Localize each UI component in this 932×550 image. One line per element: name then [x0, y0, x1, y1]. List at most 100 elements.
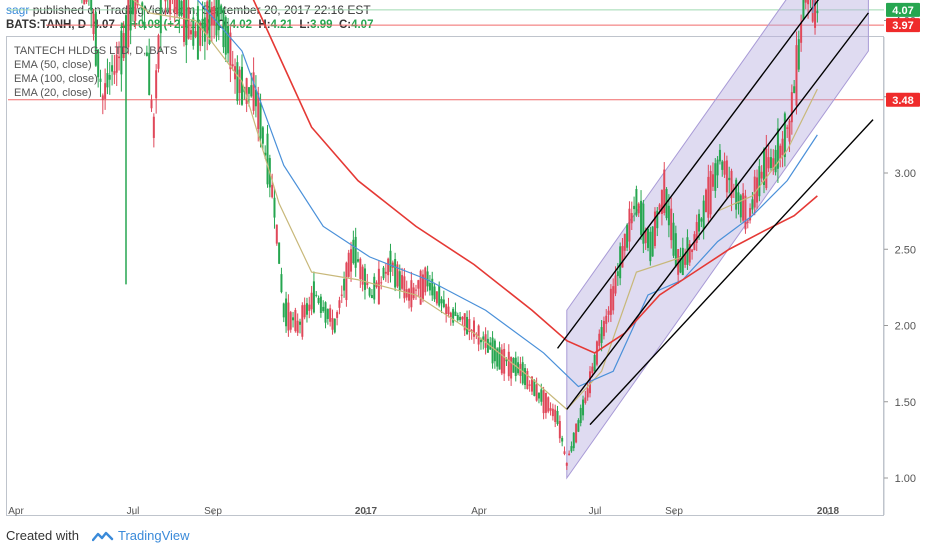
candle-body	[236, 62, 239, 101]
candle-body	[605, 315, 608, 324]
candle-body	[310, 292, 313, 310]
candle-body	[725, 160, 728, 193]
x-tick-label: Apr	[471, 506, 487, 517]
candle-body	[421, 274, 424, 300]
candle-body	[83, 0, 86, 5]
candle-body	[510, 356, 513, 379]
y-tick-label: 1.00	[895, 473, 916, 485]
candle-body	[199, 23, 202, 46]
tradingview-link[interactable]: TradingView	[118, 528, 190, 543]
candle-body	[744, 195, 747, 230]
x-tick-label: Jul	[589, 506, 602, 517]
candle-body	[143, 21, 146, 28]
candle-body	[718, 149, 721, 162]
candle-body	[104, 83, 107, 99]
candle-body	[737, 192, 740, 205]
candle-body	[131, 0, 134, 15]
candle-body	[746, 221, 749, 223]
candle-body	[547, 397, 550, 412]
candle-body	[113, 71, 116, 75]
candle-body	[208, 0, 211, 44]
candle-body	[415, 289, 417, 291]
candle-body	[343, 279, 346, 291]
candle-body	[709, 170, 712, 215]
candle-body	[454, 311, 457, 316]
candle-body	[206, 1, 209, 34]
candle-body	[224, 17, 227, 55]
candle-body	[568, 453, 571, 456]
candle-body	[463, 313, 466, 331]
candle-body	[366, 281, 369, 286]
candle-body	[459, 316, 462, 321]
legend-ema20[interactable]: EMA (20, close)	[14, 87, 92, 99]
candle-body	[352, 239, 355, 264]
candle-body	[350, 249, 353, 272]
candle-body	[296, 320, 299, 333]
candle-body	[396, 264, 399, 287]
price-label-text: 3.48	[892, 95, 913, 107]
candle-body	[563, 451, 566, 454]
candle-body	[405, 289, 408, 298]
candle-body	[435, 291, 438, 304]
trend-line	[566, 12, 869, 410]
candle-body	[716, 159, 719, 176]
candle-body	[616, 271, 619, 277]
candle-body	[503, 348, 506, 374]
candle-body	[572, 432, 575, 449]
candle-body	[496, 348, 499, 367]
candle-body	[783, 113, 786, 158]
x-tick-label: Sep	[665, 506, 683, 517]
candle-body	[382, 267, 385, 279]
candle-body	[101, 95, 104, 100]
candle-body	[176, 0, 179, 15]
candle-body	[779, 145, 782, 159]
candle-body	[433, 286, 436, 300]
candle-body	[169, 0, 172, 14]
candle-body	[292, 317, 295, 321]
candle-body	[282, 303, 285, 318]
candle-body	[285, 298, 288, 327]
candle-body	[275, 224, 278, 244]
legend-ema100[interactable]: EMA (100, close)	[14, 73, 98, 85]
candle-body	[582, 399, 585, 416]
legend-ema50[interactable]: EMA (50, close)	[14, 59, 92, 71]
candle-body	[531, 376, 533, 392]
candle-body	[419, 270, 422, 305]
candle-body	[294, 310, 297, 332]
candle-body	[106, 73, 109, 88]
candle-body	[322, 306, 325, 312]
price-label-box	[886, 18, 920, 33]
candle-body	[194, 31, 197, 37]
ema-line	[252, 0, 818, 354]
candle-body	[408, 288, 411, 301]
candle-body	[595, 341, 598, 365]
candle-body	[507, 351, 510, 377]
candle-body	[698, 213, 701, 232]
candle-body	[424, 267, 427, 293]
ema-line	[196, 0, 818, 388]
candle-body	[524, 368, 527, 386]
candle-body	[85, 0, 88, 2]
candle-body	[384, 271, 387, 274]
candle-body	[751, 199, 754, 210]
candle-body	[185, 0, 188, 46]
candle-body	[702, 200, 705, 230]
y-tick-label: 1.50	[895, 397, 916, 409]
candle-body	[776, 128, 779, 169]
candle-body	[767, 157, 770, 169]
candle-body	[319, 296, 322, 313]
candle-body	[213, 6, 216, 26]
candle-body	[663, 169, 666, 213]
candle-body	[134, 0, 137, 21]
candle-body	[602, 320, 605, 337]
candle-body	[577, 420, 580, 432]
candle-body	[361, 266, 364, 285]
candle-body	[189, 30, 192, 35]
candle-body	[653, 211, 656, 246]
candle-body	[742, 193, 745, 221]
candle-body	[359, 258, 362, 279]
candle-body	[331, 318, 334, 330]
candle-body	[626, 224, 629, 248]
candle-body	[301, 305, 304, 337]
